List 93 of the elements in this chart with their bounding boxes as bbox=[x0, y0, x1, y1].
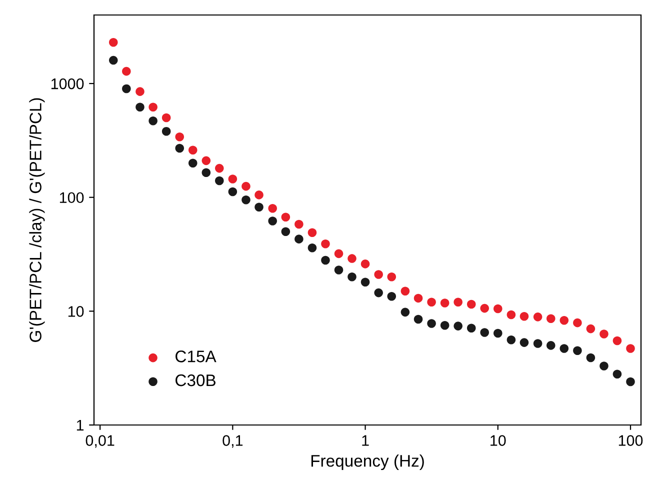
point bbox=[400, 286, 410, 296]
point bbox=[560, 316, 569, 325]
point bbox=[175, 132, 184, 142]
point bbox=[360, 278, 370, 287]
point bbox=[374, 288, 383, 298]
x-tick-label: 10 bbox=[490, 435, 506, 446]
point bbox=[600, 330, 608, 338]
point bbox=[308, 228, 317, 238]
x-axis-title: Frequency (Hz) bbox=[311, 454, 424, 470]
point bbox=[387, 272, 396, 282]
point bbox=[520, 338, 529, 347]
point bbox=[202, 168, 211, 177]
point bbox=[188, 158, 198, 168]
point bbox=[466, 300, 476, 309]
point bbox=[215, 164, 224, 173]
point bbox=[387, 292, 396, 301]
point bbox=[573, 346, 582, 356]
point bbox=[427, 298, 436, 307]
point bbox=[546, 341, 556, 350]
point bbox=[400, 308, 410, 317]
point bbox=[533, 339, 542, 348]
point bbox=[494, 328, 502, 338]
y-tick-label: 1000 bbox=[51, 78, 84, 90]
point bbox=[136, 87, 144, 96]
point bbox=[414, 294, 423, 303]
legend-label: C15A bbox=[176, 350, 216, 362]
point bbox=[254, 190, 264, 200]
point bbox=[494, 304, 502, 314]
point bbox=[560, 344, 569, 353]
point bbox=[480, 328, 489, 337]
point bbox=[268, 204, 277, 213]
point bbox=[626, 377, 635, 386]
point bbox=[108, 56, 118, 65]
point bbox=[427, 319, 436, 328]
point bbox=[188, 146, 198, 155]
x-tick-label: 1 bbox=[362, 435, 369, 446]
x-tick-label: 0,01 bbox=[86, 435, 114, 448]
point bbox=[612, 370, 622, 378]
point bbox=[454, 298, 462, 307]
x-tick-label: 0,1 bbox=[222, 435, 243, 448]
point bbox=[600, 362, 608, 370]
point bbox=[466, 324, 476, 332]
point bbox=[148, 102, 158, 112]
point bbox=[162, 113, 171, 122]
point bbox=[440, 321, 450, 330]
point bbox=[281, 212, 290, 222]
point bbox=[162, 126, 171, 136]
point bbox=[334, 266, 344, 274]
point bbox=[586, 353, 596, 362]
point bbox=[122, 84, 131, 94]
point bbox=[136, 102, 144, 112]
point bbox=[533, 312, 542, 322]
point bbox=[586, 324, 596, 334]
point bbox=[321, 256, 330, 265]
point bbox=[294, 234, 304, 244]
point bbox=[228, 174, 238, 184]
y-tick-label: 10 bbox=[68, 306, 84, 317]
point bbox=[454, 322, 462, 330]
point bbox=[480, 304, 489, 313]
point bbox=[175, 144, 184, 153]
point bbox=[108, 38, 118, 47]
point bbox=[374, 270, 383, 279]
point bbox=[122, 66, 131, 76]
x-tick-label: 100 bbox=[618, 435, 643, 446]
point bbox=[242, 182, 250, 191]
point bbox=[520, 312, 529, 321]
y-axis-title: G'(PET/PCL /clay) / G'(PET/PCL) bbox=[29, 98, 45, 342]
point bbox=[321, 240, 330, 248]
point bbox=[281, 227, 290, 236]
point bbox=[626, 344, 635, 353]
point bbox=[348, 272, 356, 282]
point bbox=[440, 298, 450, 308]
point bbox=[506, 310, 516, 320]
point bbox=[573, 318, 582, 328]
point bbox=[294, 220, 304, 229]
point bbox=[202, 156, 211, 166]
point bbox=[334, 249, 344, 258]
point bbox=[148, 116, 158, 126]
point bbox=[348, 254, 356, 263]
legend-label: C30B bbox=[176, 374, 216, 386]
point bbox=[228, 187, 238, 196]
point bbox=[242, 195, 250, 204]
y-tick-label: 100 bbox=[60, 192, 84, 204]
point bbox=[360, 260, 370, 268]
point bbox=[414, 314, 423, 324]
point bbox=[506, 335, 516, 344]
point bbox=[215, 176, 224, 186]
point bbox=[254, 202, 264, 212]
point bbox=[546, 314, 556, 324]
point bbox=[308, 243, 317, 252]
point bbox=[268, 216, 277, 226]
y-tick-label: 1 bbox=[76, 420, 84, 431]
point bbox=[612, 336, 622, 346]
